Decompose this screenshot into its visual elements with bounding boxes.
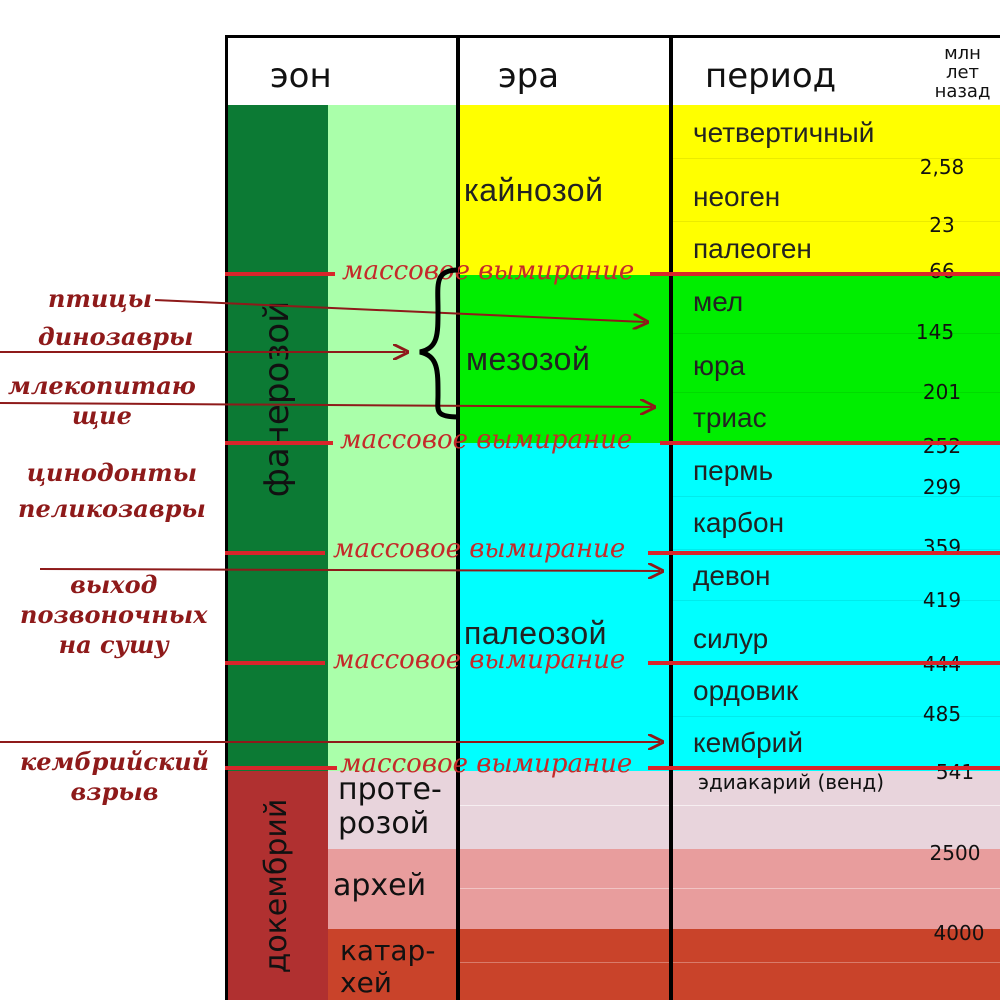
period-cambrian: кембрий xyxy=(693,727,803,758)
period-triassic: триас xyxy=(693,402,767,433)
katarchean-label: катар- хей xyxy=(340,934,436,999)
phanerozoic-dark-band xyxy=(227,105,328,771)
extinction-line xyxy=(660,441,1000,445)
period-carboniferous: карбон xyxy=(693,507,785,538)
extinction-label: массовое вымирание xyxy=(333,645,626,675)
age-value: 201 xyxy=(922,380,962,404)
arrow-birds xyxy=(154,299,645,322)
age-value: 252 xyxy=(922,434,962,458)
period-ordovician: ордовик xyxy=(693,675,799,706)
proterozoic-label: проте- розой xyxy=(338,772,442,841)
extinction-label: массовое вымирание xyxy=(342,256,635,286)
mesozoic-label: мезозой xyxy=(466,341,591,377)
age-value: 359 xyxy=(922,535,962,559)
annotation-cynodonts: цинодонты пеликозавры xyxy=(18,458,206,523)
paleozoic-band xyxy=(458,443,1000,771)
extinction-label: массовое вымирание xyxy=(333,534,626,564)
extinction-line xyxy=(225,272,335,276)
period-cretaceous: мел xyxy=(693,286,744,317)
age-value: 4000 xyxy=(933,921,985,945)
eon-header: эон xyxy=(270,56,332,96)
period-quaternary: четвертичный xyxy=(693,117,875,148)
annotation-cambrian: кембрийский взрыв xyxy=(20,747,210,806)
row-sep xyxy=(672,158,1000,159)
period-jurassic: юра xyxy=(693,350,746,381)
extinction-line xyxy=(648,551,1000,555)
age-value: 541 xyxy=(935,760,975,784)
extinction-line xyxy=(648,661,1000,665)
archean-label: архей xyxy=(333,868,427,903)
age-value: 299 xyxy=(922,475,962,499)
extinction-label: массовое вымирание xyxy=(340,749,633,779)
arrow-mammals xyxy=(0,403,652,407)
age-value: 145 xyxy=(915,320,955,344)
period-paleogene: палеоген xyxy=(693,233,812,264)
divider-eon-era xyxy=(456,35,460,1000)
period-header: период xyxy=(705,56,837,96)
period-ediacaran: эдиакарий (венд) xyxy=(698,770,885,794)
row-sep xyxy=(672,600,1000,601)
annotation-birds: птицы xyxy=(48,284,152,313)
row-sep xyxy=(672,549,1000,550)
cenozoic-band xyxy=(458,105,1000,275)
row-sep xyxy=(458,805,1000,806)
divider-era-period xyxy=(669,35,673,1000)
period-silurian: силур xyxy=(693,623,769,654)
row-sep xyxy=(672,716,1000,717)
period-permian: пермь xyxy=(693,455,774,486)
extinction-label: массовое вымирание xyxy=(340,425,633,455)
arrow-land xyxy=(39,569,660,571)
phanerozoic-light-band xyxy=(328,105,458,771)
row-sep xyxy=(458,962,1000,963)
annotation-dinosaurs: динозавры xyxy=(38,322,194,351)
period-neogene: неоген xyxy=(693,181,781,212)
paleozoic-label: палеозой xyxy=(464,615,608,651)
age-value: 2500 xyxy=(929,841,981,865)
annotation-mammals: млекопитаю щие xyxy=(8,371,196,430)
header-background xyxy=(227,37,1000,105)
brace-icon xyxy=(419,267,459,420)
row-sep xyxy=(672,496,1000,497)
extinction-line xyxy=(225,551,325,555)
archean-band xyxy=(328,849,1000,929)
age-value: 2,58 xyxy=(919,155,965,179)
annotation-land: выход позвоночных на сушу xyxy=(20,570,208,659)
proterozoic-band xyxy=(328,771,1000,849)
mesozoic-band xyxy=(458,275,1000,443)
katarchean-band xyxy=(328,929,1000,1000)
row-sep xyxy=(672,333,1000,334)
frame-left xyxy=(225,35,228,1000)
row-sep xyxy=(672,392,1000,393)
row-sep xyxy=(458,888,1000,889)
age-value: 485 xyxy=(922,702,962,726)
extinction-line xyxy=(225,766,337,770)
age-unit-header: млн лет назад xyxy=(934,43,991,102)
frame-top xyxy=(225,35,1000,38)
age-value: 23 xyxy=(929,213,955,237)
precambrian-dark-band xyxy=(227,771,328,1000)
age-value: 419 xyxy=(922,588,962,612)
extinction-line xyxy=(225,661,325,665)
extinction-line xyxy=(225,441,333,445)
row-sep xyxy=(672,221,1000,222)
period-devonian: девон xyxy=(693,560,771,591)
era-header: эра xyxy=(498,56,560,96)
age-value: 66 xyxy=(929,259,955,283)
extinction-line xyxy=(650,272,1000,276)
cenozoic-label: кайнозой xyxy=(464,172,604,208)
extinction-line xyxy=(648,766,1000,770)
